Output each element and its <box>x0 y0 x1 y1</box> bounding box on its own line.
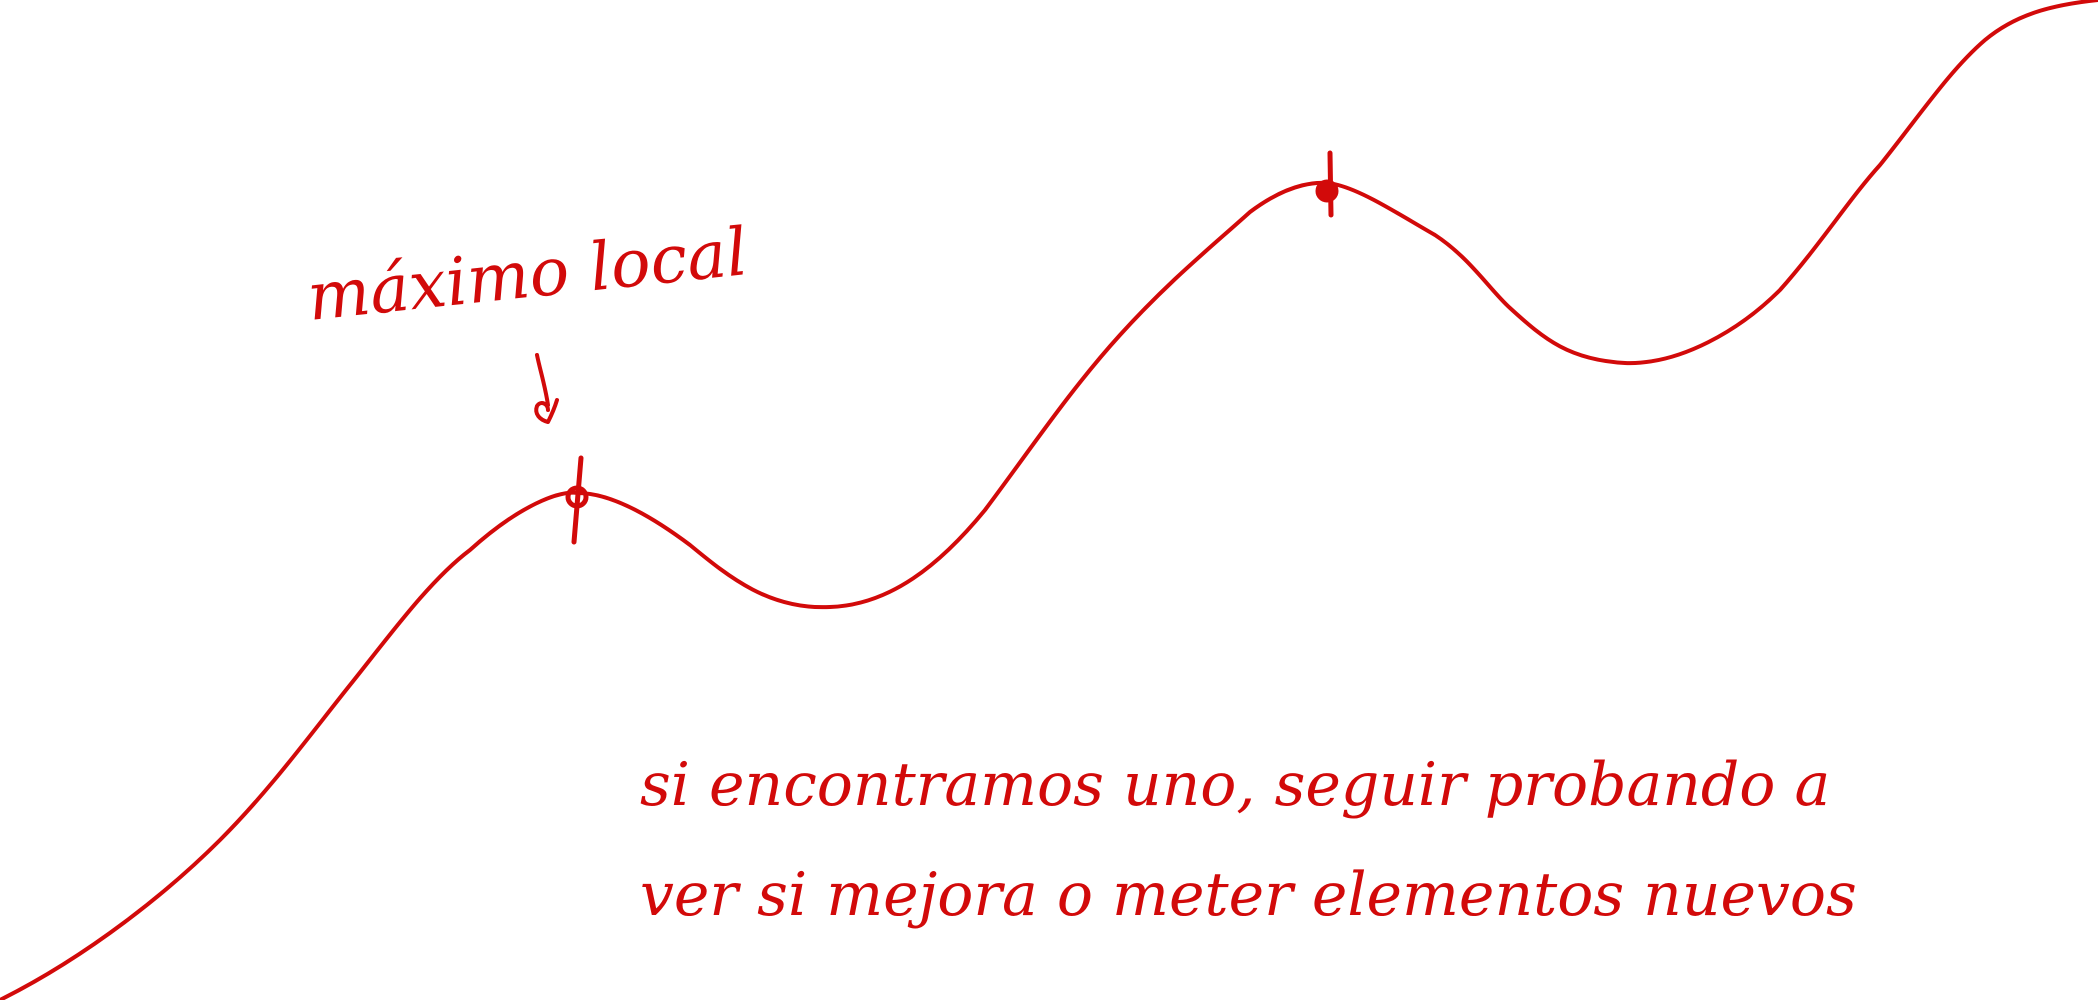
local-maximum-marker <box>565 455 589 545</box>
second-maximum-marker <box>1315 150 1339 218</box>
annotation-label: máximo local <box>304 213 751 336</box>
annotation-arrow <box>534 353 559 424</box>
note-line-2: ver si mejora o meter elementos nuevos <box>640 860 1857 930</box>
note-line-1: si encontramos uno, seguir probando a <box>640 750 1830 820</box>
